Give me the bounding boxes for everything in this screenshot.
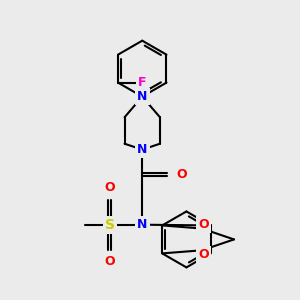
Text: S: S (105, 218, 115, 232)
Text: O: O (105, 181, 115, 194)
Text: O: O (105, 255, 115, 268)
Text: N: N (137, 90, 147, 103)
Text: N: N (137, 218, 147, 231)
Text: O: O (177, 168, 187, 181)
Text: N: N (137, 143, 147, 156)
Text: O: O (198, 218, 209, 231)
Text: F: F (138, 76, 147, 89)
Text: O: O (198, 248, 209, 261)
